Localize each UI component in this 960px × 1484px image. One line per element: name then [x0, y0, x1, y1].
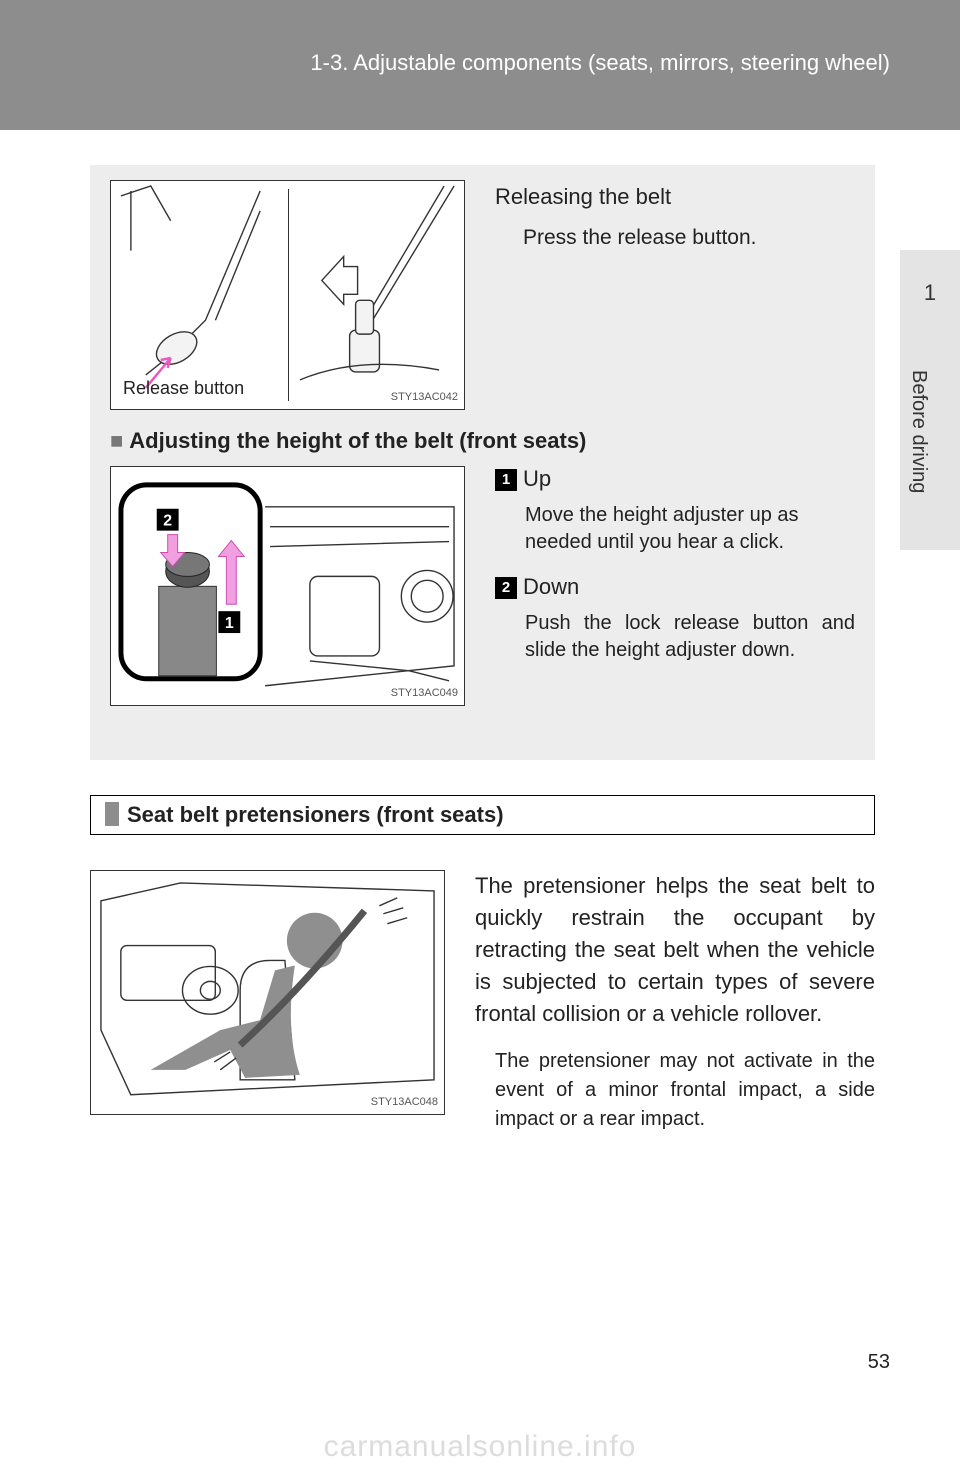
release-body: Press the release button. [523, 226, 855, 250]
release-belt-illustration [111, 181, 464, 410]
pretensioner-paragraph-2: The pretensioner may not activate in the… [495, 1047, 875, 1134]
step-row: 2 Down Push the lock release button and s… [495, 574, 855, 664]
step-title: Down [523, 574, 579, 599]
watermark-text: carmanualsonline.info [0, 1430, 960, 1464]
step-title: Up [523, 466, 551, 491]
chapter-number: 1 [900, 280, 960, 306]
step-body: Push the lock release button and slide t… [525, 610, 855, 664]
chapter-side-tab: 1 Before driving [900, 250, 960, 550]
pretensioner-paragraph-1: The pretensioner helps the seat belt to … [475, 870, 875, 1029]
page-header: 1-3. Adjustable components (seats, mirro… [0, 0, 960, 130]
figure-release-belt: Release button STY13AC042 [110, 180, 465, 410]
step-number-badge: 2 [495, 577, 517, 599]
section-heading-text: Seat belt pretensioners (front seats) [127, 802, 504, 827]
square-bullet-icon: ■ [110, 428, 123, 453]
step-number-badge: 1 [495, 469, 517, 491]
adjust-heading: Adjusting the height of the belt (front … [129, 428, 586, 453]
heading-accent-icon [105, 802, 119, 826]
figure-code: STY13AC042 [391, 391, 458, 403]
release-button-label: Release button [123, 378, 244, 399]
release-heading: Releasing the belt [495, 184, 855, 210]
release-text-block: Releasing the belt Press the release but… [495, 180, 855, 250]
adjust-height-illustration: 2 1 [111, 467, 464, 706]
figure-adjust-height: 2 1 STY13AC049 [110, 466, 465, 706]
figure-pretensioner: STY13AC048 [90, 870, 445, 1115]
page-number: 53 [868, 1351, 890, 1374]
figure-code: STY13AC049 [391, 687, 458, 699]
adjust-heading-row: ■Adjusting the height of the belt (front… [110, 410, 855, 454]
pretensioner-text: The pretensioner helps the seat belt to … [475, 870, 875, 1134]
adjust-steps: 1 Up Move the height adjuster up as neede… [495, 466, 855, 664]
pretensioner-block: STY13AC048 The pretensioner helps the se… [90, 870, 875, 1134]
instruction-panel: Release button STY13AC042 Releasing the … [90, 165, 875, 760]
section-heading-bar: Seat belt pretensioners (front seats) [90, 795, 875, 835]
step-row: 1 Up Move the height adjuster up as neede… [495, 466, 855, 556]
figure-code: STY13AC048 [371, 1096, 438, 1108]
step-body: Move the height adjuster up as needed un… [525, 502, 855, 556]
section-title: 1-3. Adjustable components (seats, mirro… [310, 50, 890, 76]
pretensioner-illustration [91, 871, 444, 1115]
callout-num-2: 2 [163, 513, 172, 530]
chapter-label: Before driving [907, 370, 930, 493]
callout-num-1: 1 [225, 615, 234, 632]
